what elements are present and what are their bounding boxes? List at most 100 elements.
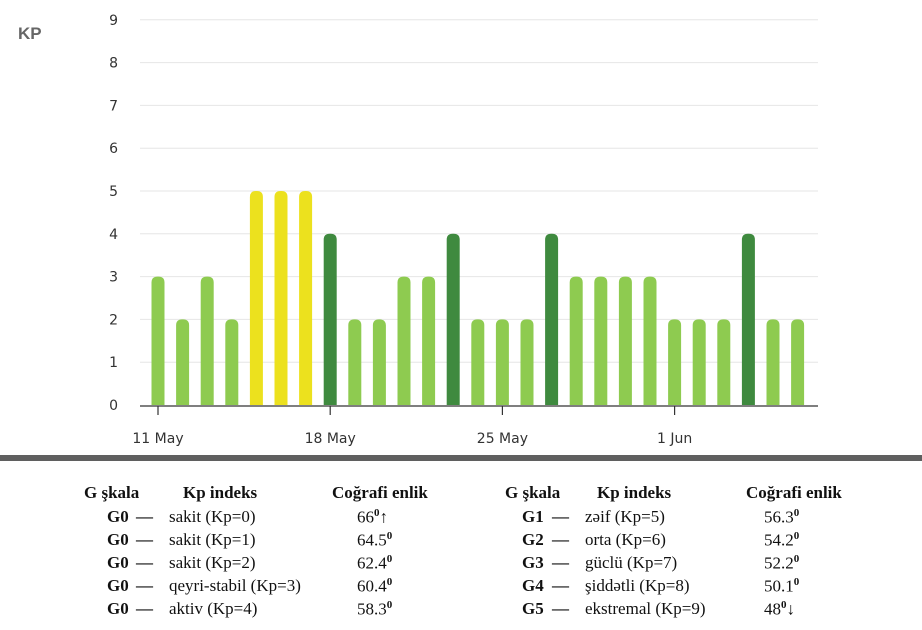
bar-23-may [446,233,460,405]
degree-mark: 0 [793,576,800,588]
degree-mark: 0 [374,507,380,519]
legend-header-scale: G şkala [84,483,140,502]
bar-20-may [372,319,386,405]
latitude-number: 60.4 [357,576,387,596]
g-level: G3 [522,553,544,572]
latitude-value: 54.20 [764,530,799,551]
latitude-number: 52.2 [764,553,794,573]
legend-row: G0 — sakit (Kp=1) 64.50 [0,530,461,553]
latitude-value: 480↓ [764,599,795,620]
legend-header-index: Kp indeks [183,483,258,502]
x-tick-label: 11 May [132,431,183,447]
kp-description: sakit (Kp=1) [169,530,256,549]
legend-row: G0 — qeyri-stabil (Kp=3) 60.40 [0,576,461,599]
degree-mark: 0 [386,599,393,611]
kp-chart: KP 0 1 2 3 4 5 6 7 8 9 11 May 18 May 25 May 1 Jun [18,13,818,447]
g-level: G4 [522,576,544,595]
kp-description: ekstremal (Kp=9) [585,599,706,618]
bar-31-may [643,276,657,405]
section-divider [0,455,922,461]
g-level: G0 [107,530,129,549]
latitude-number: 48 [764,599,781,619]
latitude-number: 64.5 [357,530,387,550]
legend-row: G0 — sakit (Kp=0) 660↑ [0,507,461,530]
legend-row: G3 — güclü (Kp=7) 52.20 [461,553,922,576]
latitude-number: 54.2 [764,530,794,550]
kp-description: güclü (Kp=7) [585,553,678,572]
g-level: G2 [522,530,544,549]
y-tick-label: 7 [109,98,118,114]
dash-separator: — [552,507,569,526]
kp-bar-chart: KP 0 1 2 3 4 5 6 7 8 9 11 May 18 May 25 May 1 Jun [18,13,818,447]
latitude-value: 660↑ [357,507,388,528]
bar-22-may [422,276,436,405]
legend-header-index: Kp indeks [597,483,672,502]
degree-mark: 0 [793,507,800,519]
kp-description: sakit (Kp=0) [169,507,256,526]
kp-description: zəif (Kp=5) [585,507,665,526]
bar-18-may [323,233,337,405]
latitude-number: 58.3 [357,599,387,619]
g-level: G0 [107,553,129,572]
degree-mark: 0 [386,553,393,565]
dash-separator: — [136,576,153,595]
bar-26-may [520,319,534,405]
latitude-number: 66 [357,507,374,527]
x-tick-label: 18 May [305,431,356,447]
g-level: G0 [107,599,129,618]
degree-mark: 0 [793,530,800,542]
bar-25-may [495,319,509,405]
degree-mark: 0 [386,530,393,542]
bar-29-may [594,276,608,405]
y-tick-label: 3 [109,270,118,286]
dash-separator: — [552,553,569,572]
bar-30-may [618,276,632,405]
bar-5-jun [766,319,780,405]
bar-17-may [299,191,313,405]
y-tick-label: 0 [109,398,118,414]
x-tick-label: 1 Jun [657,431,692,447]
kp-description: sakit (Kp=2) [169,553,256,572]
latitude-value: 60.40 [357,576,392,597]
bar-19-may [348,319,362,405]
bar-11-may [151,276,165,405]
y-tick-label: 6 [109,141,118,157]
bar-15-may [249,191,263,405]
latitude-number: 50.1 [764,576,794,596]
g-level: G1 [522,507,544,526]
dash-separator: — [136,530,153,549]
latitude-value: 50.10 [764,576,799,597]
bar-2-jun [692,319,706,405]
y-tick-label: 8 [109,56,118,72]
legend-row: G4 — şiddətli (Kp=8) 50.10 [461,576,922,599]
y-tick-label: 2 [109,312,118,328]
g-level: G0 [107,507,129,526]
latitude-value: 58.30 [357,599,392,620]
bar-6-jun [791,319,805,405]
kp-description: aktiv (Kp=4) [169,599,258,618]
dash-separator: — [552,576,569,595]
bar-14-may [225,319,239,405]
legend-row: G5 — ekstremal (Kp=9) 480↓ [461,599,922,622]
dash-separator: — [552,599,569,618]
y-tick-label: 5 [109,184,118,200]
legend-header-lat: Coğrafi enlik [746,483,842,502]
legend-header-lat: Coğrafi enlik [332,483,428,502]
dash-separator: — [136,553,153,572]
kp-description: orta (Kp=6) [585,530,666,549]
bar-24-may [471,319,485,405]
latitude-value: 62.40 [357,553,392,574]
bar-27-may [545,233,559,405]
bar-4-jun [741,233,755,405]
dash-separator: — [136,599,153,618]
legend-header-scale: G şkala [505,483,561,502]
bar-12-may [176,319,190,405]
legend-row: G0 — aktiv (Kp=4) 58.30 [0,599,461,622]
y-tick-label: 9 [109,13,118,29]
latitude-value: 64.50 [357,530,392,551]
latitude-arrow: ↑ [379,507,389,527]
dash-separator: — [552,530,569,549]
legend-row: G1 — zəif (Kp=5) 56.30 [461,507,922,530]
bar-21-may [397,276,411,405]
g-level: G5 [522,599,544,618]
